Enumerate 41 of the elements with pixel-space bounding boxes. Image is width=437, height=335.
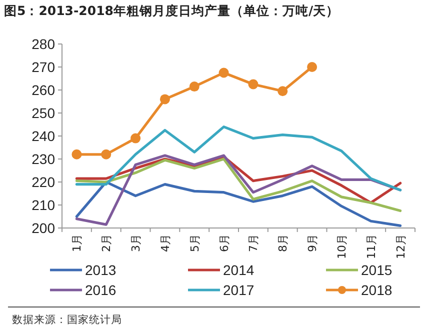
y-tick-label: 270 bbox=[32, 59, 56, 75]
y-tick-label: 250 bbox=[32, 105, 56, 121]
chart-title: 图5：2013-2018年粗钢月度日均产量（单位：万吨/天） bbox=[4, 3, 340, 18]
point bbox=[72, 149, 82, 160]
legend-label: 2018 bbox=[361, 282, 392, 298]
x-tick-label: 1月 bbox=[70, 234, 84, 252]
y-tick-label: 240 bbox=[32, 128, 56, 144]
x-tick-label: 10月 bbox=[335, 234, 348, 259]
legend-label: 2016 bbox=[85, 282, 116, 298]
point bbox=[278, 86, 288, 96]
legend-label: 2015 bbox=[361, 262, 392, 278]
point bbox=[218, 68, 229, 78]
point bbox=[160, 94, 170, 104]
line-series bbox=[75, 126, 402, 192]
y-tick-label: 260 bbox=[32, 82, 56, 98]
x-tick-label: 12月 bbox=[394, 234, 408, 259]
x-tick-label: 4月 bbox=[158, 234, 172, 252]
x-tick-label: 3月 bbox=[130, 234, 143, 252]
x-tick-label: 7月 bbox=[247, 234, 260, 252]
line-series bbox=[75, 180, 402, 227]
point bbox=[248, 79, 258, 90]
x-tick-label: 9月 bbox=[306, 234, 320, 252]
y-tick-label: 210 bbox=[32, 197, 56, 213]
point bbox=[101, 149, 112, 160]
point bbox=[307, 62, 318, 72]
x-tick-label: 5月 bbox=[188, 234, 202, 252]
x-tick-label: 2月 bbox=[100, 234, 114, 252]
legend-label: 2017 bbox=[223, 282, 254, 298]
point bbox=[130, 133, 141, 144]
legend-label: 2013 bbox=[85, 262, 116, 278]
x-tick-label: 8月 bbox=[276, 234, 290, 252]
x-tick-label: 11月 bbox=[364, 234, 378, 259]
x-tick-label: 6月 bbox=[218, 234, 231, 252]
y-tick-label: 280 bbox=[32, 36, 56, 52]
y-tick-label: 200 bbox=[32, 220, 56, 236]
y-tick-label: 220 bbox=[32, 174, 56, 190]
source-note: 数据来源：国家统计局 bbox=[12, 313, 122, 326]
line-series bbox=[75, 158, 402, 212]
legend-label: 2014 bbox=[223, 262, 254, 278]
y-tick-label: 230 bbox=[32, 151, 56, 167]
point bbox=[189, 82, 200, 92]
